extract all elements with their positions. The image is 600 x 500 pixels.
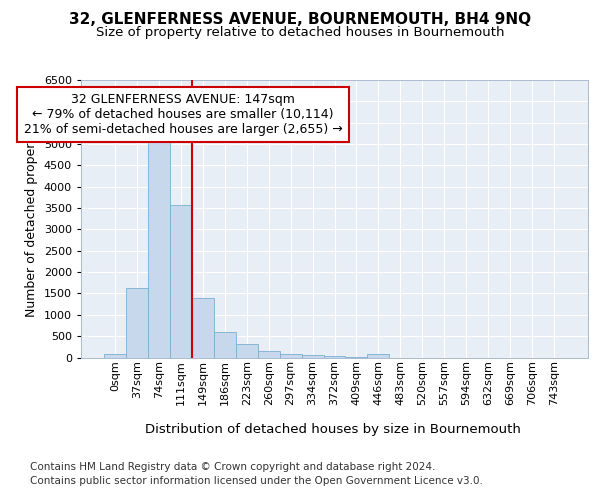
Bar bbox=[104, 354, 126, 358]
Bar bbox=[170, 204, 192, 358]
Bar bbox=[323, 356, 346, 358]
Bar bbox=[126, 288, 148, 358]
Bar bbox=[302, 356, 323, 358]
Y-axis label: Number of detached properties: Number of detached properties bbox=[25, 120, 38, 318]
Text: Contains public sector information licensed under the Open Government Licence v3: Contains public sector information licen… bbox=[30, 476, 483, 486]
Bar bbox=[367, 354, 389, 358]
Bar bbox=[192, 298, 214, 358]
Bar bbox=[346, 356, 367, 358]
Bar bbox=[148, 142, 170, 358]
Text: 32, GLENFERNESS AVENUE, BOURNEMOUTH, BH4 9NQ: 32, GLENFERNESS AVENUE, BOURNEMOUTH, BH4… bbox=[69, 12, 531, 28]
Text: Size of property relative to detached houses in Bournemouth: Size of property relative to detached ho… bbox=[96, 26, 504, 39]
Bar bbox=[280, 354, 302, 358]
Text: Distribution of detached houses by size in Bournemouth: Distribution of detached houses by size … bbox=[145, 422, 521, 436]
Text: Contains HM Land Registry data © Crown copyright and database right 2024.: Contains HM Land Registry data © Crown c… bbox=[30, 462, 436, 472]
Bar bbox=[257, 351, 280, 358]
Bar bbox=[214, 332, 236, 357]
Text: 32 GLENFERNESS AVENUE: 147sqm
← 79% of detached houses are smaller (10,114)
21% : 32 GLENFERNESS AVENUE: 147sqm ← 79% of d… bbox=[23, 93, 343, 136]
Bar bbox=[236, 344, 257, 358]
